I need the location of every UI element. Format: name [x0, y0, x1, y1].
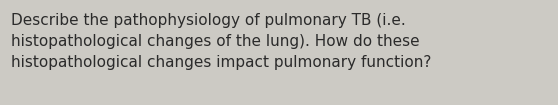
- Text: Describe the pathophysiology of pulmonary TB (i.e.
histopathological changes of : Describe the pathophysiology of pulmonar…: [11, 13, 431, 70]
